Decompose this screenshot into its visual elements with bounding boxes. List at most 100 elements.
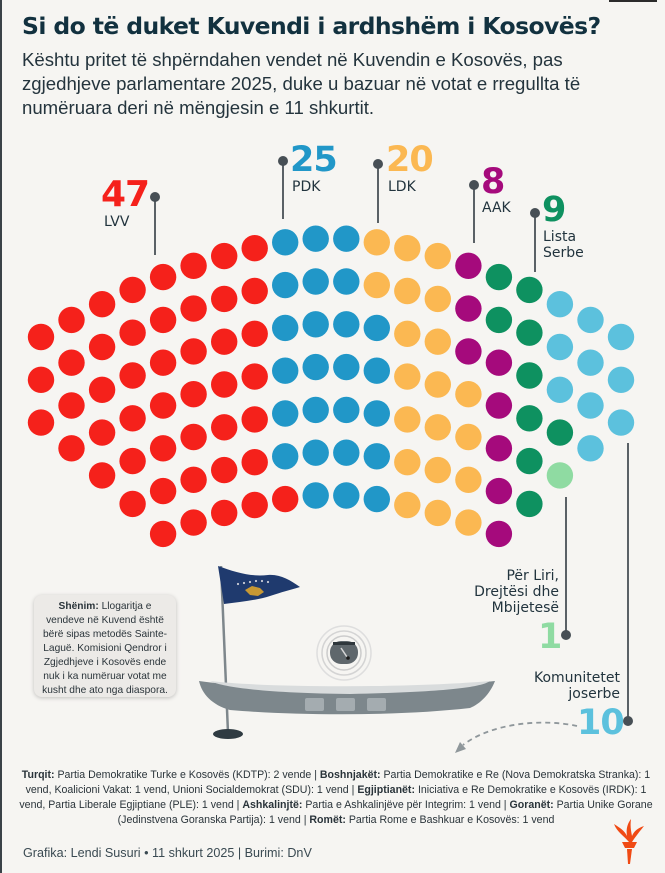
- ldk-label: LDK: [388, 179, 416, 195]
- seat-dot-lvv: [58, 306, 85, 334]
- seat-dot-lvv: [180, 252, 207, 279]
- footnote: Turqit: Partia Demokratike Turke e Kosov…: [18, 768, 654, 828]
- seat-dot-pdk: [272, 357, 299, 384]
- footnote-text-egjiptianet: Iniciativa e Re Demokratike e Kosovës (I…: [19, 784, 647, 811]
- pdk-label: PDK: [292, 179, 321, 195]
- seat-dot-komunitetet-joserbe: [546, 376, 574, 403]
- srb-label-line-2: Serbe: [543, 245, 584, 261]
- seat-dot-lvv: [241, 363, 268, 390]
- seat-dot-komunitetet-joserbe: [546, 333, 574, 361]
- seat-dot-ldk: [424, 414, 451, 441]
- seat-dot-ldk: [363, 229, 390, 256]
- seat-dot-lista-serbe: [516, 405, 543, 432]
- seat-dot-lvv: [211, 285, 238, 313]
- seat-dot-pdk: [302, 225, 329, 252]
- footnote-group-goranet: Goranët:: [509, 799, 554, 811]
- seat-dot-ldk: [394, 449, 421, 476]
- seat-dot-pdk: [333, 225, 360, 252]
- seat-dot-lvv: [88, 376, 116, 403]
- seat-dot-aak: [485, 435, 513, 462]
- seat-dot-lvv: [211, 328, 238, 355]
- seat-dot-lvv: [180, 338, 207, 365]
- kjs-label: Komunitetet joserbe: [510, 670, 620, 702]
- seat-dot-lvv: [119, 490, 146, 518]
- footnote-text-romet: Partia Rome e Bashkuar e Kosovës: 1 vend: [345, 814, 555, 826]
- kjs-label-line-2: joserbe: [568, 686, 620, 702]
- seat-dot-lvv: [149, 306, 177, 334]
- pld-label-line-2: Drejtësi dhe: [474, 584, 559, 600]
- seat-dot-lvv: [180, 381, 207, 408]
- seat-dot-lvv: [149, 520, 177, 548]
- seat-dot-lvv: [27, 323, 55, 351]
- seat-dot-lvv: [241, 320, 268, 347]
- footnote-text-goranet: Partia Unike Gorane (Jedinstvena Goransk…: [117, 799, 653, 826]
- pld-seat-count: 1: [538, 617, 562, 657]
- seat-dot-lvv: [88, 291, 116, 318]
- seat-dot-lvv: [180, 295, 207, 322]
- seat-dot-lvv: [58, 349, 85, 376]
- seat-dot-pdk: [272, 443, 299, 470]
- leader-dot-aak: [469, 180, 479, 190]
- seat-dot-lvv: [241, 449, 268, 476]
- seat-dot-lvv: [119, 362, 146, 389]
- page-title: Si do të duket Kuvendi i ardhshëm i Koso…: [22, 12, 601, 40]
- seat-dot-ldk: [394, 406, 421, 433]
- seat-dot-ldk: [455, 466, 482, 493]
- seat-dot-aak: [455, 338, 482, 365]
- seat-dot-lvv: [241, 406, 268, 433]
- srb-label: Lista Serbe: [543, 229, 584, 261]
- seat-dot-komunitetet-joserbe: [607, 409, 635, 436]
- top-edge-mark: [609, 0, 657, 2]
- seat-dot-lvv: [211, 456, 238, 484]
- seat-dot-ldk: [455, 381, 482, 408]
- seat-dot-aak: [485, 392, 513, 419]
- footnote-group-romet: Romët:: [309, 814, 346, 826]
- seat-dot-pdk: [363, 314, 390, 342]
- seat-dot-lvv: [180, 466, 207, 493]
- seat-dot-lvv: [211, 414, 238, 441]
- seat-dot-pdk: [302, 353, 329, 381]
- seat-dot-lvv: [211, 242, 238, 270]
- seat-dot-komunitetet-joserbe: [577, 435, 604, 462]
- leader-dot-ldk: [373, 159, 383, 169]
- seat-dot-lvv: [241, 235, 268, 262]
- kjs-label-line-1: Komunitetet: [533, 670, 620, 686]
- seat-dot-aak: [455, 295, 482, 322]
- seat-dot-lvv: [119, 319, 146, 346]
- leader-dot-srb: [530, 208, 540, 218]
- seat-dot-lista-serbe: [485, 263, 513, 291]
- seat-dot-ldk: [455, 509, 482, 536]
- seat-dot-lvv: [211, 499, 238, 527]
- seat-dot-lista-serbe: [516, 319, 543, 346]
- speaker-podium-icon: [199, 625, 495, 715]
- seat-dot-lista-serbe: [516, 447, 543, 475]
- kjs-seat-count: 10: [577, 703, 625, 743]
- seat-dot-lista-serbe: [546, 419, 574, 446]
- seat-dot-lvv: [272, 485, 299, 513]
- note-label: Shënim:: [58, 601, 99, 612]
- seat-dot-ldk: [424, 328, 451, 355]
- seat-dot-lvv: [180, 509, 207, 536]
- footnote-text-turqit: Partia Demokratike Turke e Kosovës (KDTP…: [54, 769, 320, 781]
- footnote-group-turqit: Turqit:: [21, 769, 55, 781]
- seat-dot-lvv: [58, 392, 85, 419]
- seat-dot-lvv: [88, 333, 116, 361]
- seat-dot-aak: [455, 252, 482, 279]
- seat-dot-lvv: [149, 349, 177, 376]
- ldk-seat-count: 20: [386, 140, 434, 180]
- seat-dot-pdk: [302, 311, 329, 338]
- seat-dot-pdk: [333, 482, 360, 509]
- leader-lines: [150, 156, 633, 726]
- seat-dot-pdk: [363, 443, 390, 470]
- aak-seat-count: 8: [481, 162, 505, 202]
- pld-label: Për Liri, Drejtësi dhe Mbijetesë: [470, 568, 559, 616]
- seat-dot-lvv: [119, 447, 146, 475]
- pdk-seat-count: 25: [290, 140, 338, 180]
- seat-dot-lvv: [119, 276, 146, 304]
- footnote-group-ashkalinjte: Ashkalinjtë:: [242, 799, 303, 811]
- seat-dot-lvv: [241, 491, 268, 519]
- seat-dot-pdk: [302, 482, 329, 509]
- seat-dot-pdk: [272, 271, 299, 299]
- seat-dot-lvv: [58, 435, 85, 462]
